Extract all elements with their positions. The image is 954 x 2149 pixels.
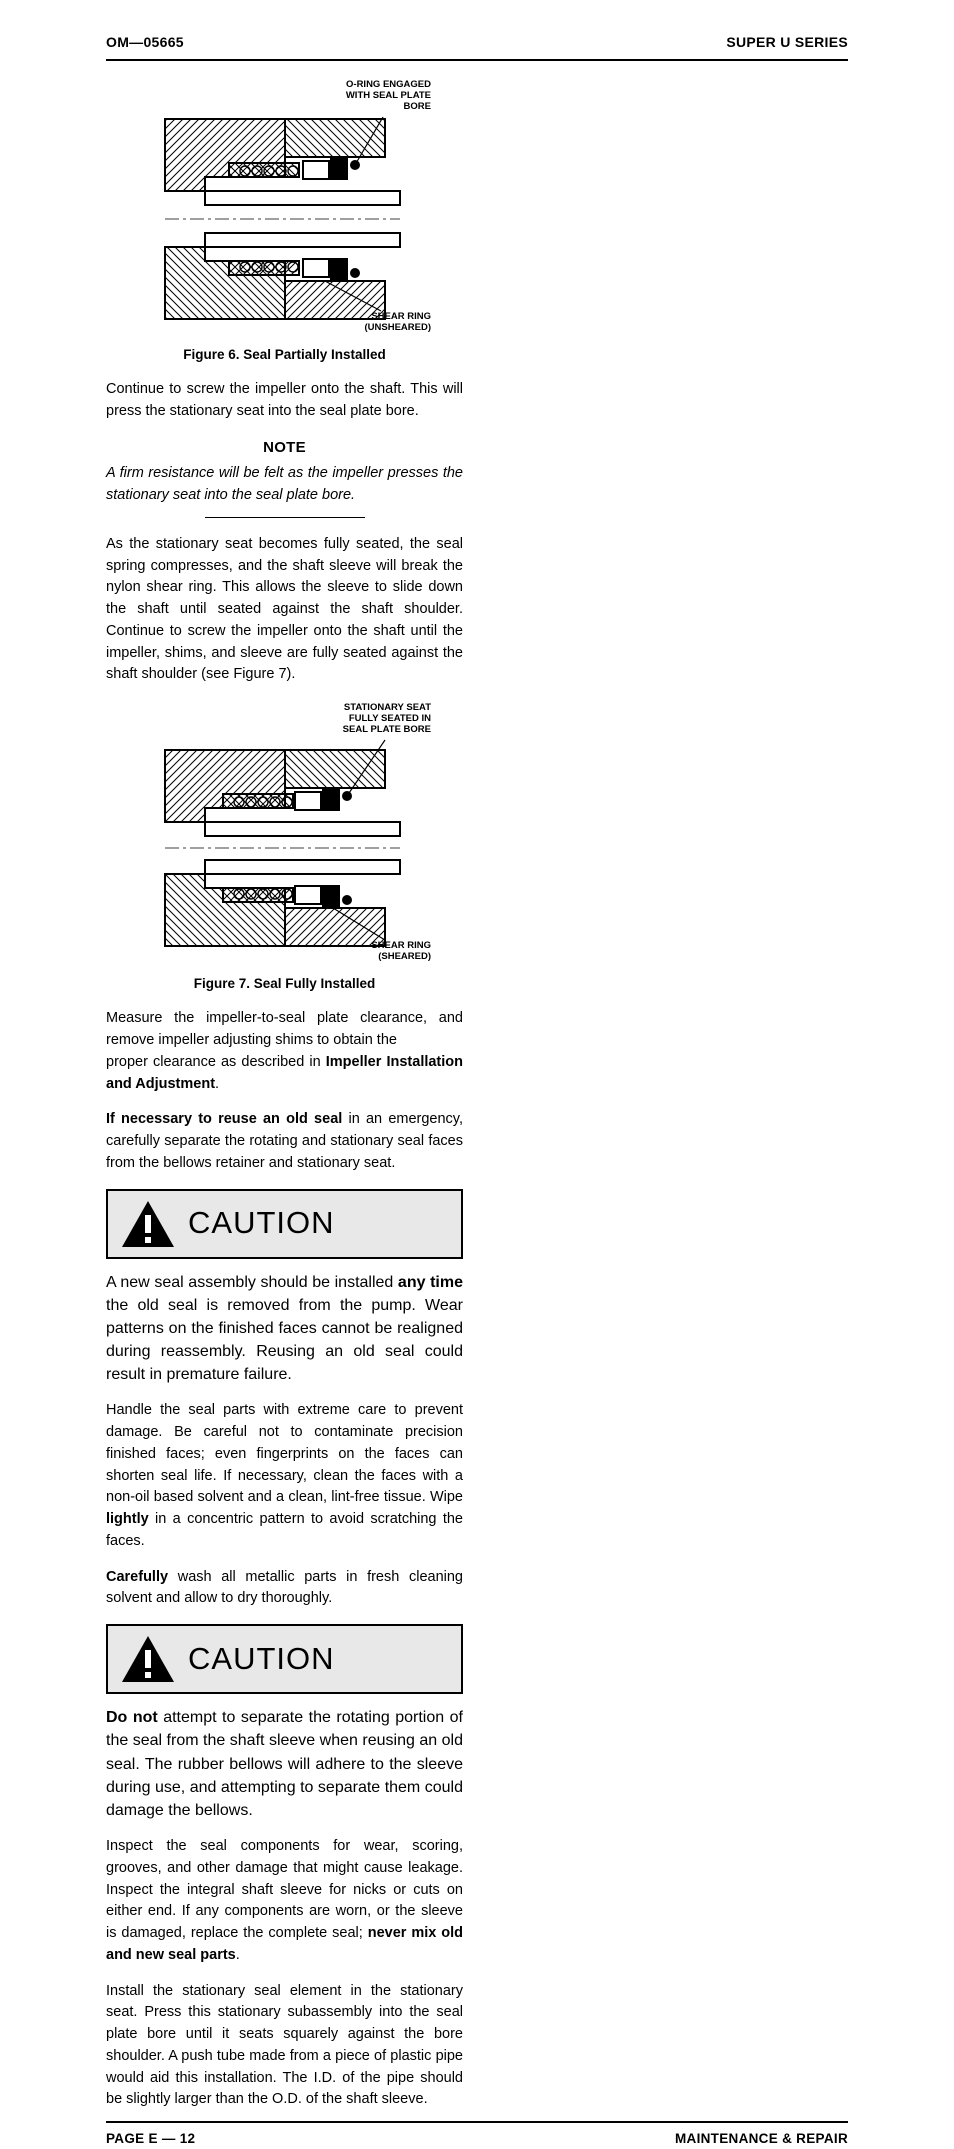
fig7-label1-line1: STATIONARY SEAT xyxy=(343,702,430,713)
page-footer: PAGE E — 12 MAINTENANCE & REPAIR xyxy=(106,2121,848,2149)
paragraph-stationary-seat: As the stationary seat becomes fully sea… xyxy=(106,534,463,686)
seal-partially-installed-diagram: O-RING ENGAGED WITH SEAL PLATE BORE SHEA… xyxy=(135,79,435,339)
caution-box-1: CAUTION xyxy=(106,1189,463,1259)
fig7-label1-line3: SEAL PLATE BORE xyxy=(342,724,430,735)
fig6-label1-line1: O-RING ENGAGED xyxy=(346,79,431,90)
figure-6: O-RING ENGAGED WITH SEAL PLATE BORE SHEA… xyxy=(106,79,463,365)
caution-box-2: CAUTION xyxy=(106,1624,463,1694)
fig7-label1-line2: FULLY SEATED IN xyxy=(348,713,430,724)
warning-icon xyxy=(120,1634,176,1684)
footer-right: MAINTENANCE & REPAIR xyxy=(675,2129,848,2149)
note-block: NOTE xyxy=(106,437,463,460)
fig7-label2-line1: SHEAR RING xyxy=(371,940,431,951)
paragraph-carefully-wash: Carefully wash all metallic parts in fre… xyxy=(106,1567,463,1611)
paragraph-continue-screw: Continue to screw the impeller onto the … xyxy=(106,379,463,423)
caution-1-text: A new seal assembly should be installed … xyxy=(106,1271,463,1387)
figure-6-caption: Figure 6. Seal Partially Installed xyxy=(106,345,463,365)
figure-7: STATIONARY SEAT FULLY SEATED IN SEAL PLA… xyxy=(106,700,463,994)
seal-fully-installed-diagram: STATIONARY SEAT FULLY SEATED IN SEAL PLA… xyxy=(135,700,435,968)
note-rule xyxy=(205,517,365,518)
paragraph-handle-seal-parts: Handle the seal parts with extreme care … xyxy=(106,1400,463,1552)
note-text: A firm resistance will be felt as the im… xyxy=(106,463,463,507)
paragraph-reuse-old-seal: If necessary to reuse an old seal in an … xyxy=(106,1109,463,1174)
fig6-label2-line1: SHEAR RING xyxy=(371,311,431,322)
footer-left: PAGE E — 12 xyxy=(106,2129,195,2149)
caution-label: CAUTION xyxy=(188,1636,335,1683)
note-heading: NOTE xyxy=(106,437,463,460)
fig6-label1-line2: WITH SEAL PLATE xyxy=(345,90,430,101)
fig7-label2-line2: (SHEARED) xyxy=(378,951,431,962)
warning-icon xyxy=(120,1199,176,1249)
paragraph-measure-clearance-a: Measure the impeller-to-seal plate clear… xyxy=(106,1008,463,1052)
fig6-label1-line3: BORE xyxy=(403,101,430,112)
page-header: OM—05665 SUPER U SERIES xyxy=(106,32,848,61)
header-left: OM—05665 xyxy=(106,32,184,53)
paragraph-install-stationary: Install the stationary seal element in t… xyxy=(106,1981,463,2112)
paragraph-inspect-seal: Inspect the seal components for wear, sc… xyxy=(106,1836,463,1967)
figure-7-caption: Figure 7. Seal Fully Installed xyxy=(106,974,463,994)
header-right: SUPER U SERIES xyxy=(726,32,848,53)
caution-2-text: Do not attempt to separate the rotating … xyxy=(106,1706,463,1822)
caution-label: CAUTION xyxy=(188,1200,335,1247)
page: OM—05665 SUPER U SERIES xyxy=(0,0,954,1235)
paragraph-measure-clearance-b: proper clearance as described in Impelle… xyxy=(106,1052,463,1096)
fig6-label2-line2: (UNSHEARED) xyxy=(364,322,431,333)
content-columns: O-RING ENGAGED WITH SEAL PLATE BORE SHEA… xyxy=(106,75,848,2111)
